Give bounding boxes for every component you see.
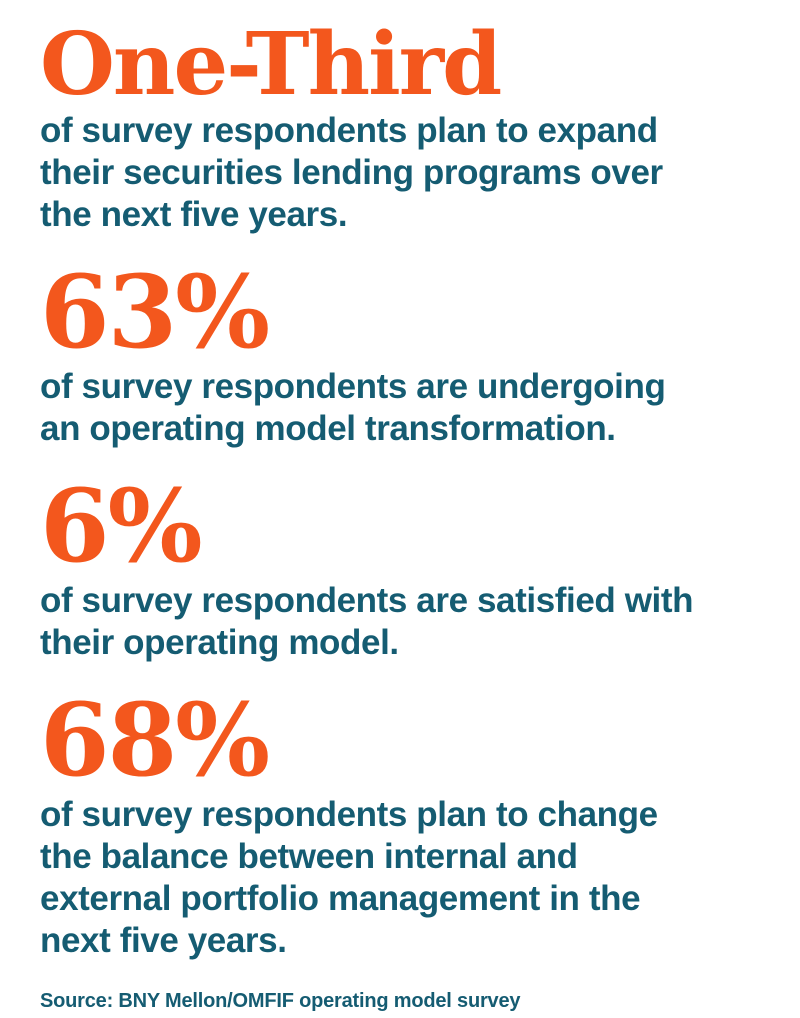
stat-description-line: of survey respondents plan to expand [40,110,658,150]
stat-section-one-third: One-Third of survey respondents plan to … [40,14,760,236]
stat-description-line: the balance between internal and [40,836,578,876]
stat-description-68-percent: of survey respondents plan to change the… [40,794,760,962]
stat-value-6-percent: 6% [40,466,203,585]
stat-description-line: next five years. [40,920,287,960]
stat-description-line: of survey respondents are satisfied with [40,580,694,620]
stat-value-63-percent: 63% [40,252,270,371]
stat-description-6-percent: of survey respondents are satisfied with… [40,580,760,664]
stat-description-line: of survey respondents are undergoing [40,366,666,406]
stat-value-68-percent: 68% [40,680,270,799]
stat-description-line: their securities lending programs over [40,152,663,192]
stat-description-line: their operating model. [40,622,399,662]
source-note: Source: BNY Mellon/OMFIF operating model… [40,989,521,1012]
stat-value-one-third: One-Third [40,14,502,115]
stat-section-6-percent: 6% of survey respondents are satisfied w… [40,476,760,664]
stat-section-63-percent: 63% of survey respondents are undergoing… [40,262,760,450]
stat-description-63-percent: of survey respondents are undergoing an … [40,366,760,450]
stat-section-68-percent: 68% of survey respondents plan to change… [40,690,760,962]
stat-description-line: the next five years. [40,194,348,234]
stat-description-line: an operating model transformation. [40,408,616,448]
stat-description-one-third: of survey respondents plan to expand the… [40,110,760,236]
stat-description-line: external portfolio management in the [40,878,641,918]
stat-description-line: of survey respondents plan to change [40,794,658,834]
